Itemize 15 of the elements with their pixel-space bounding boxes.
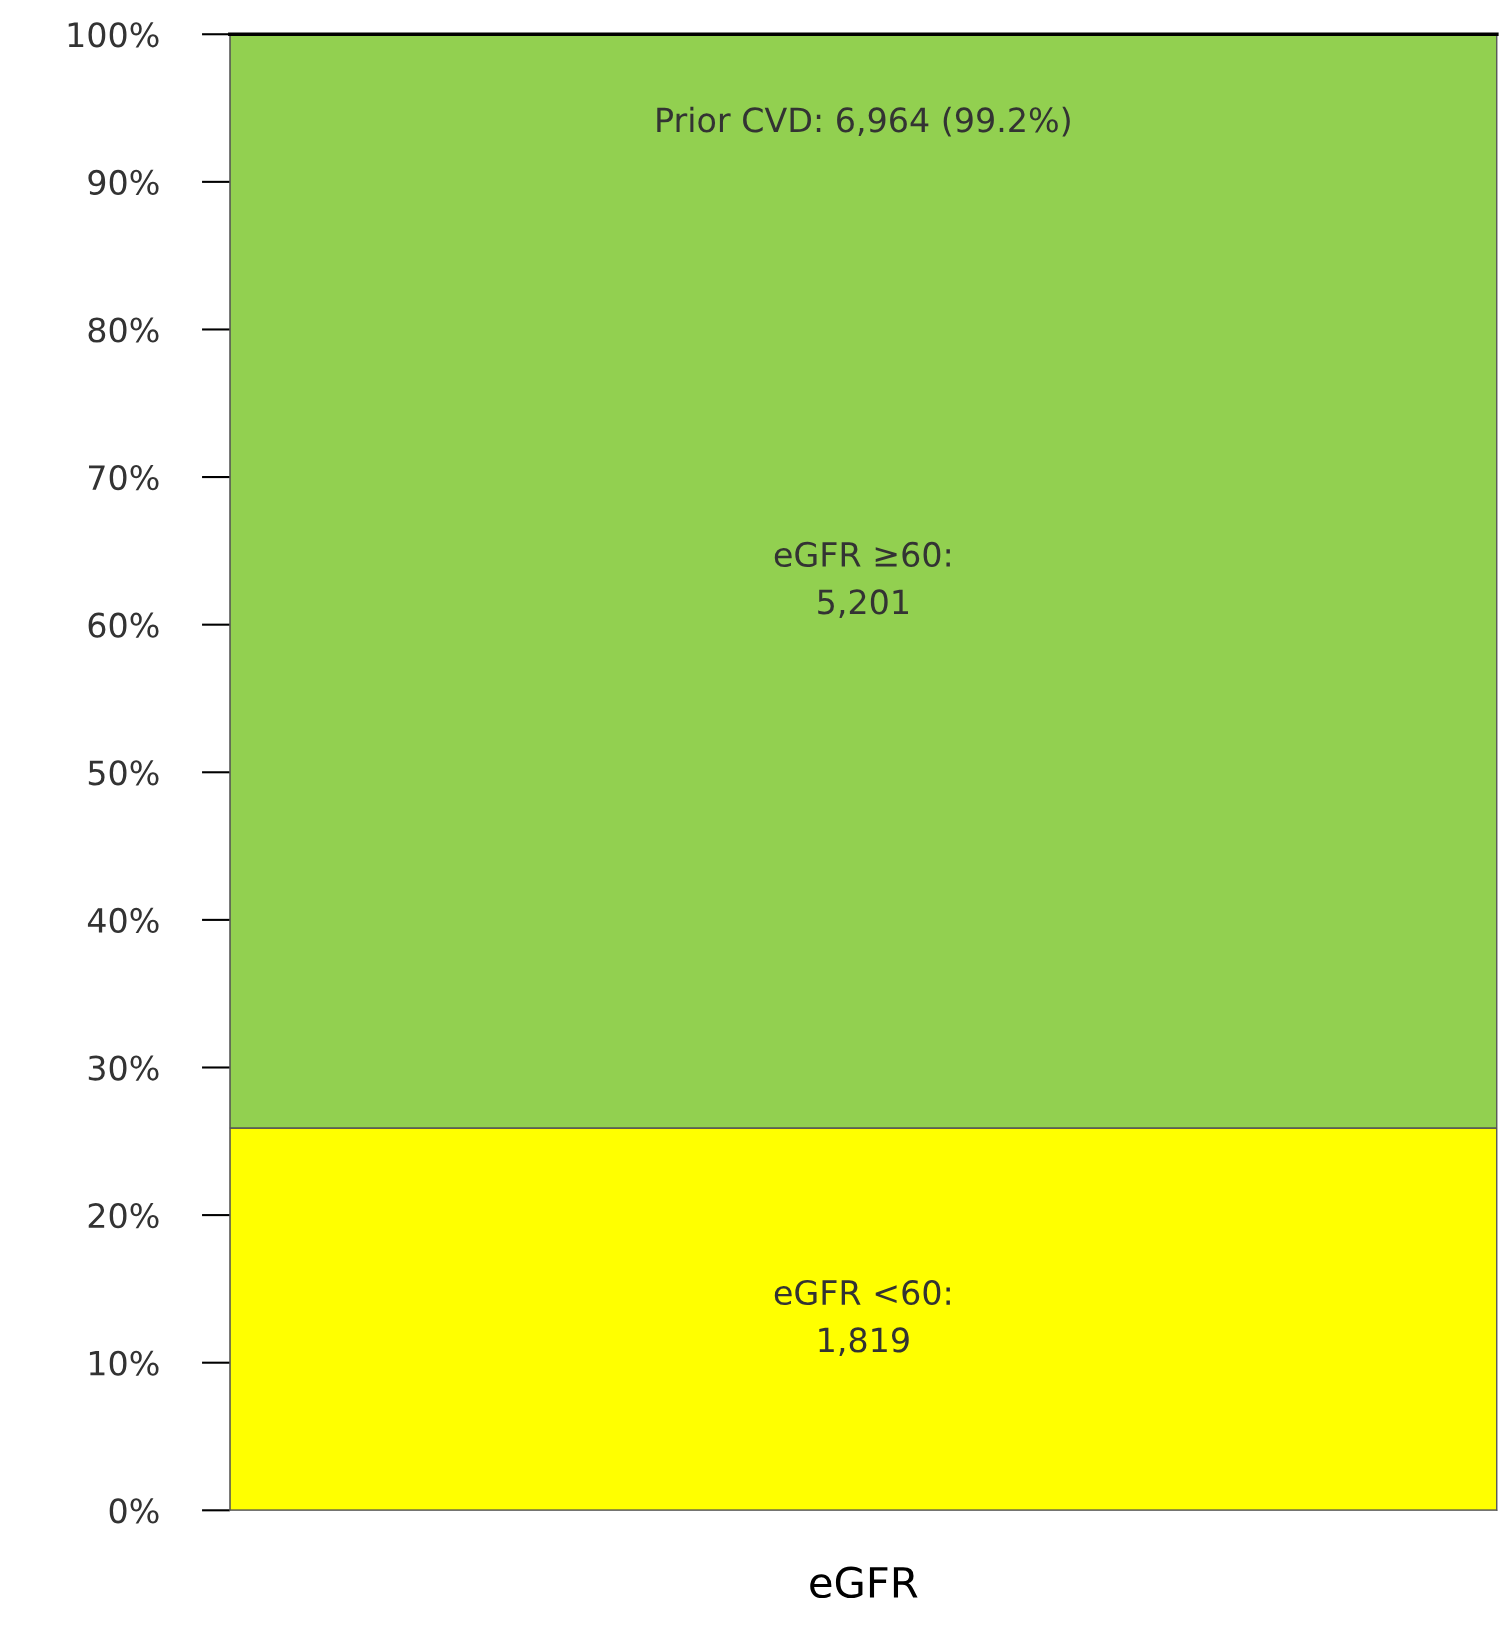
y-tick-label: 20% (88, 1203, 159, 1229)
y-tick-label: 10% (89, 1350, 159, 1376)
data-label: eGFR <60: 1,819 (774, 1279, 950, 1356)
y-tick-label: 90% (88, 169, 159, 195)
data-label: eGFR ≥60: 5,201 (774, 541, 950, 618)
y-tick-label: 30% (88, 1055, 159, 1081)
annotation: Prior CVD: 6,964 (99.2%) (657, 106, 1070, 137)
y-tick-label: 80% (88, 317, 159, 343)
y-tick-label: 100% (68, 22, 159, 48)
y-tick-label: 0% (109, 1498, 159, 1524)
x-tick-label: eGFR (810, 1566, 918, 1599)
y-tick-label: 70% (89, 464, 159, 491)
y-tick-label: 50% (88, 760, 159, 786)
y-tick-label: 60% (88, 612, 159, 638)
y-tick-label: 40% (87, 907, 159, 934)
